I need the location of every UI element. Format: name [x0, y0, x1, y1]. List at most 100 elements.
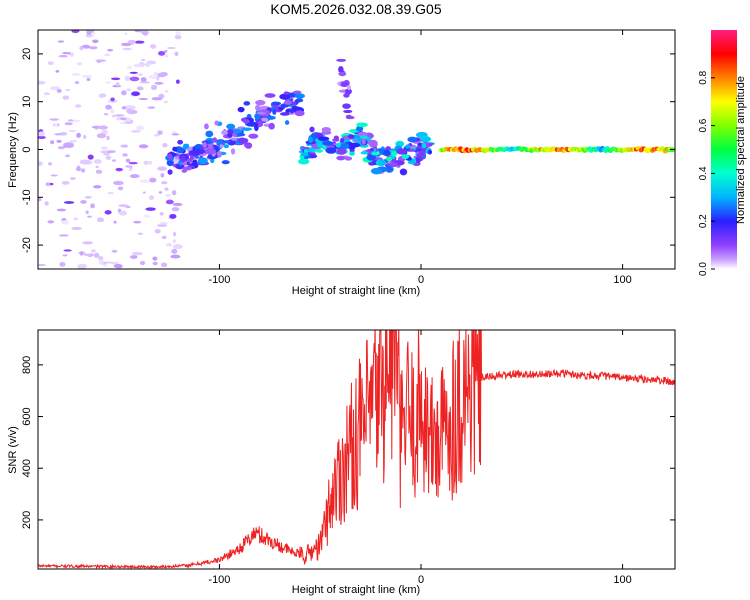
- heatmap-x-tick-label: -100: [208, 274, 230, 286]
- snr-frame: [37, 329, 676, 570]
- heatmap-cell: [401, 154, 409, 160]
- heatmap-cell: [47, 220, 55, 224]
- heatmap-cell: [65, 154, 71, 158]
- heatmap-cell: [58, 55, 69, 58]
- heatmap-cell: [133, 63, 143, 68]
- heatmap-cell: [359, 135, 368, 139]
- heatmap-cell: [69, 140, 77, 143]
- colorbar-label: Normalized spectral amplitude: [735, 76, 747, 224]
- heatmap-cell: [356, 122, 368, 128]
- heatmap-cell: [82, 241, 94, 245]
- heatmap-cell: [145, 207, 156, 211]
- heatmap-cell: [338, 65, 344, 73]
- heatmap-cell: [360, 151, 369, 155]
- heatmap-cell: [164, 54, 169, 58]
- heatmap-cell: [244, 143, 253, 149]
- heatmap-cell: [172, 244, 183, 250]
- heatmap-cell: [189, 154, 194, 161]
- heatmap-cell: [47, 61, 54, 66]
- heatmap-cell: [106, 150, 116, 153]
- heatmap-cell: [283, 101, 293, 105]
- heatmap-cell: [86, 77, 91, 82]
- heatmap-cell: [361, 137, 366, 145]
- heatmap-cell: [77, 263, 88, 268]
- heatmap-cell: [182, 166, 193, 171]
- heatmap-cell: [50, 174, 58, 177]
- heatmap-cell: [172, 239, 176, 243]
- heatmap-cell: [152, 261, 158, 266]
- heatmap-cell: [346, 84, 352, 91]
- heatmap-cell: [192, 159, 198, 164]
- heatmap-cell: [154, 229, 161, 234]
- heatmap-cell: [255, 99, 266, 106]
- heatmap-cell: [128, 161, 138, 165]
- heatmap-cell: [98, 93, 107, 98]
- heatmap-cell: [50, 140, 55, 145]
- heatmap-cell: [389, 162, 398, 168]
- heatmap-cell: [149, 177, 157, 183]
- heatmap-cell: [241, 127, 252, 131]
- heatmap-cell: [93, 159, 102, 164]
- heatmap-cell: [83, 253, 95, 256]
- heatmap-y-tick-label: -10: [21, 189, 33, 205]
- heatmap-cell: [45, 182, 51, 187]
- heatmap-cell: [294, 110, 305, 117]
- heatmap-cell: [345, 88, 352, 95]
- heatmap-cell: [122, 153, 128, 157]
- heatmap-cell: [110, 97, 115, 102]
- heatmap-cell: [103, 113, 109, 116]
- heatmap-cell: [148, 74, 159, 80]
- heatmap-cell: [164, 187, 169, 191]
- heatmap-cell: [325, 147, 337, 154]
- colorbar: 0.0 0.2 0.4 0.6 0.8 Normalized spectral ampl…: [698, 30, 747, 276]
- heatmap-cell: [59, 261, 66, 267]
- heatmap-cell: [38, 131, 45, 137]
- colorbar-tick-label: 0.0: [698, 262, 709, 276]
- heatmap-cell: [226, 123, 236, 130]
- heatmap-cell: [366, 153, 376, 161]
- colorbar-tick-label: 0.6: [698, 118, 709, 132]
- heatmap-x-tick-label: 100: [613, 274, 631, 286]
- heatmap-cell: [340, 81, 349, 88]
- heatmap-cell: [164, 49, 168, 53]
- heatmap-cell: [193, 144, 203, 150]
- heatmap-cell: [307, 148, 314, 153]
- heatmap-cell: [147, 106, 156, 109]
- heatmap-cell: [165, 242, 173, 247]
- heatmap-cell: [171, 207, 180, 212]
- heatmap-cell: [180, 155, 186, 163]
- heatmap-cell: [396, 148, 407, 155]
- heatmap-cell: [71, 73, 81, 76]
- heatmap-cell: [87, 154, 94, 160]
- heatmap-cell: [98, 125, 108, 130]
- heatmap-cell: [385, 156, 393, 162]
- heatmap-cell: [369, 147, 375, 152]
- heatmap-cell: [67, 119, 74, 122]
- heatmap-cell: [195, 149, 201, 156]
- heatmap-cell: [56, 89, 62, 93]
- heatmap-x-axis: -100 0 100: [208, 30, 632, 286]
- heatmap-cell: [418, 150, 426, 158]
- heatmap-cell: [300, 152, 309, 157]
- heatmap-cell: [80, 251, 84, 256]
- heatmap-cell: [378, 159, 387, 166]
- heatmap-cell: [96, 133, 107, 139]
- heatmap-cell: [126, 88, 132, 92]
- heatmap-cell: [86, 30, 94, 34]
- heatmap-cell: [159, 221, 168, 225]
- heatmap-cell: [278, 107, 284, 111]
- heatmap-cell: [62, 95, 70, 100]
- heatmap-cell: [268, 122, 275, 130]
- heatmap-x-tick-label: 0: [418, 274, 424, 286]
- heatmap-cell: [104, 210, 112, 215]
- heatmap-cell: [383, 149, 391, 157]
- heatmap-cell: [322, 140, 334, 146]
- heatmap-y-tick-label: 10: [21, 96, 33, 108]
- heatmap-cell: [202, 142, 207, 148]
- heatmap-cell: [120, 42, 132, 47]
- snr-series-line: [38, 330, 675, 569]
- heatmap-cell: [315, 148, 323, 153]
- heatmap-cell: [336, 155, 346, 161]
- heatmap-cell: [227, 128, 234, 136]
- heatmap-cell: [79, 159, 90, 165]
